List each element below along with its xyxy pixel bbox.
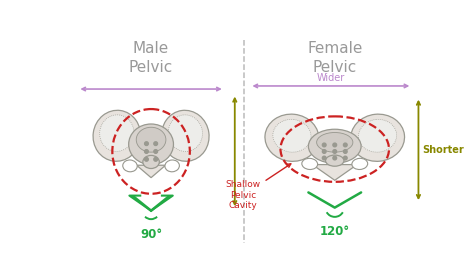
Ellipse shape xyxy=(358,119,396,152)
Ellipse shape xyxy=(264,114,318,161)
Ellipse shape xyxy=(161,110,208,161)
Text: Wider: Wider xyxy=(316,73,344,83)
Circle shape xyxy=(144,142,148,146)
Circle shape xyxy=(343,156,347,160)
Circle shape xyxy=(322,143,326,147)
Circle shape xyxy=(332,143,336,147)
Circle shape xyxy=(154,158,157,161)
Ellipse shape xyxy=(136,127,166,152)
Ellipse shape xyxy=(351,158,367,169)
Ellipse shape xyxy=(93,110,140,161)
Circle shape xyxy=(144,150,148,153)
Circle shape xyxy=(322,150,326,153)
Circle shape xyxy=(343,150,347,153)
Text: Male
Pelvic: Male Pelvic xyxy=(129,41,173,75)
Ellipse shape xyxy=(122,160,137,172)
Ellipse shape xyxy=(99,115,134,151)
Polygon shape xyxy=(136,165,165,178)
Text: Shorter: Shorter xyxy=(421,145,463,155)
Text: 90°: 90° xyxy=(140,228,162,241)
Ellipse shape xyxy=(301,158,317,169)
Circle shape xyxy=(144,158,148,161)
Polygon shape xyxy=(312,165,357,180)
Ellipse shape xyxy=(272,119,310,152)
Circle shape xyxy=(343,143,347,147)
Text: Shallow
Pelvic
Cavity: Shallow Pelvic Cavity xyxy=(225,164,290,210)
Circle shape xyxy=(154,150,157,153)
Ellipse shape xyxy=(350,114,404,161)
Circle shape xyxy=(332,150,336,153)
Text: 120°: 120° xyxy=(319,225,349,237)
Ellipse shape xyxy=(316,132,352,152)
Circle shape xyxy=(332,156,336,160)
Text: Female
Pelvic: Female Pelvic xyxy=(307,41,362,75)
Circle shape xyxy=(154,142,157,146)
Ellipse shape xyxy=(165,160,179,172)
Ellipse shape xyxy=(142,155,159,169)
Ellipse shape xyxy=(168,115,202,151)
Ellipse shape xyxy=(325,155,343,166)
Ellipse shape xyxy=(308,129,360,163)
Circle shape xyxy=(322,156,326,160)
Ellipse shape xyxy=(129,124,173,165)
